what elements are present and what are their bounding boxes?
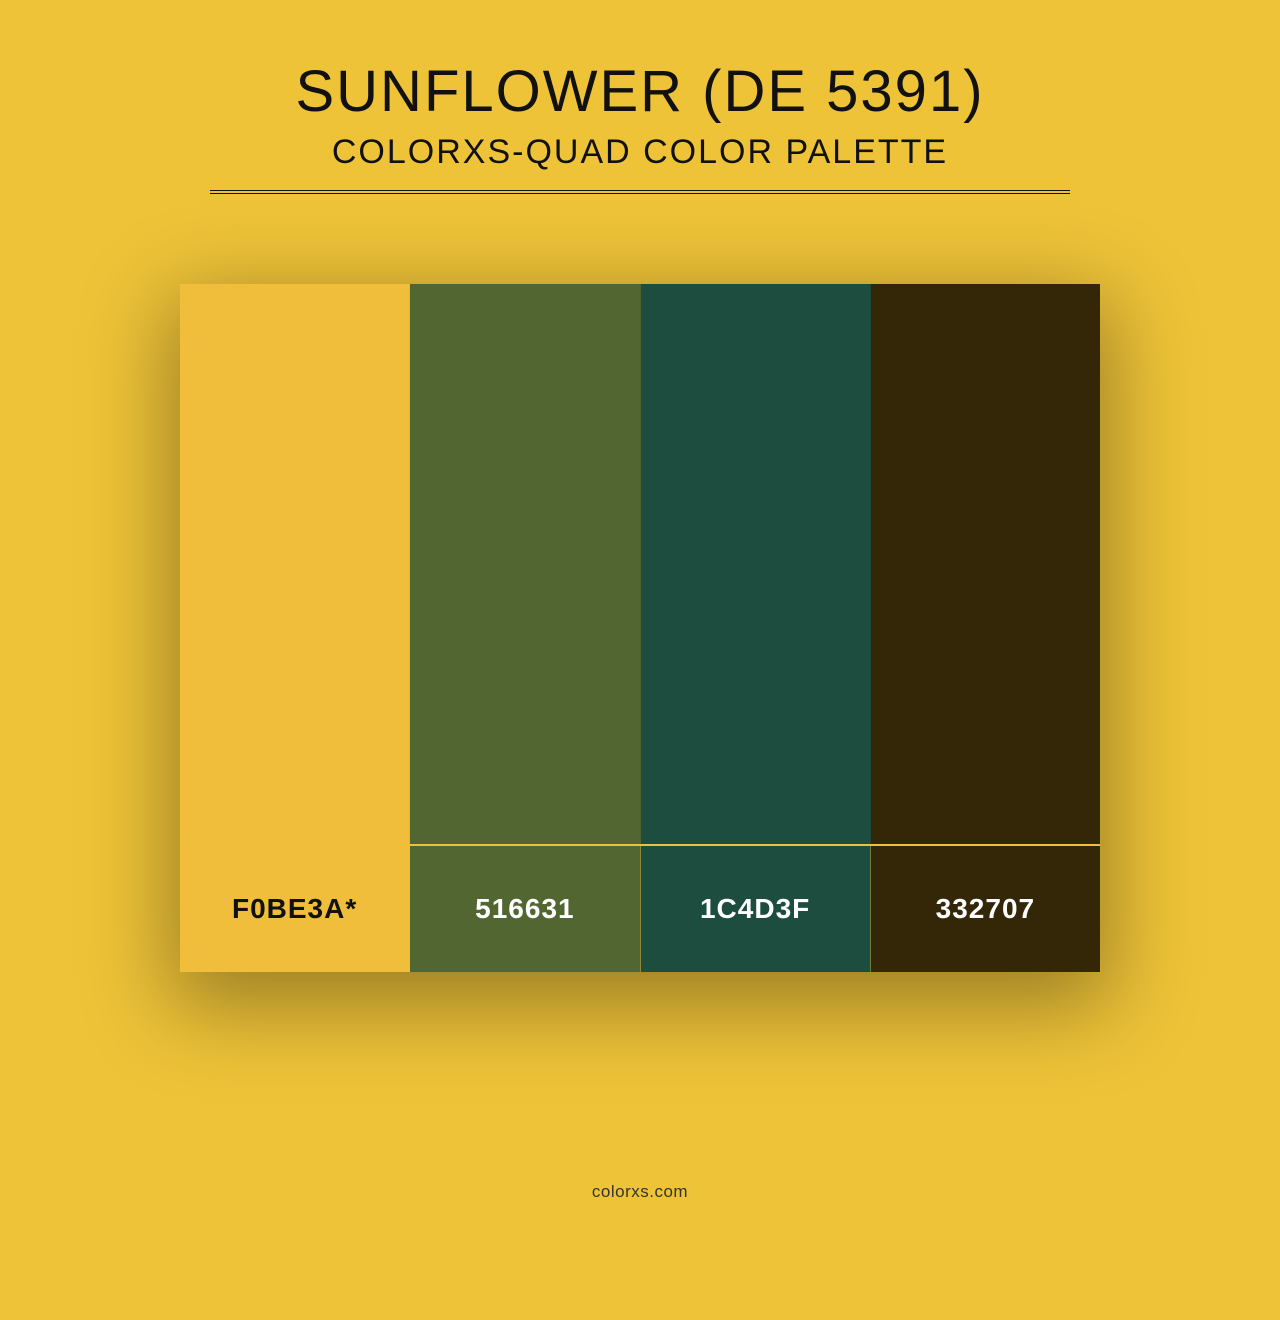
swatch-row <box>180 284 1100 844</box>
footer-credit: colorxs.com <box>0 1182 1280 1202</box>
swatch-1 <box>410 284 640 844</box>
swatch-label-3: 332707 <box>871 846 1100 972</box>
swatch-label-0: F0BE3A* <box>180 846 410 972</box>
palette-container: F0BE3A* 516631 1C4D3F 332707 <box>180 284 1100 972</box>
palette-title: SUNFLOWER (DE 5391) <box>210 58 1070 125</box>
swatch-3 <box>871 284 1100 844</box>
page-root: SUNFLOWER (DE 5391) COLORXS-QUAD COLOR P… <box>0 0 1280 1320</box>
palette-subtitle: COLORXS-QUAD COLOR PALETTE <box>210 133 1070 172</box>
swatch-2 <box>641 284 871 844</box>
header-divider <box>210 190 1070 194</box>
swatch-label-1: 516631 <box>410 846 640 972</box>
header: SUNFLOWER (DE 5391) COLORXS-QUAD COLOR P… <box>210 58 1070 194</box>
swatch-0 <box>180 284 410 844</box>
swatch-label-2: 1C4D3F <box>641 846 871 972</box>
label-row: F0BE3A* 516631 1C4D3F 332707 <box>180 844 1100 972</box>
